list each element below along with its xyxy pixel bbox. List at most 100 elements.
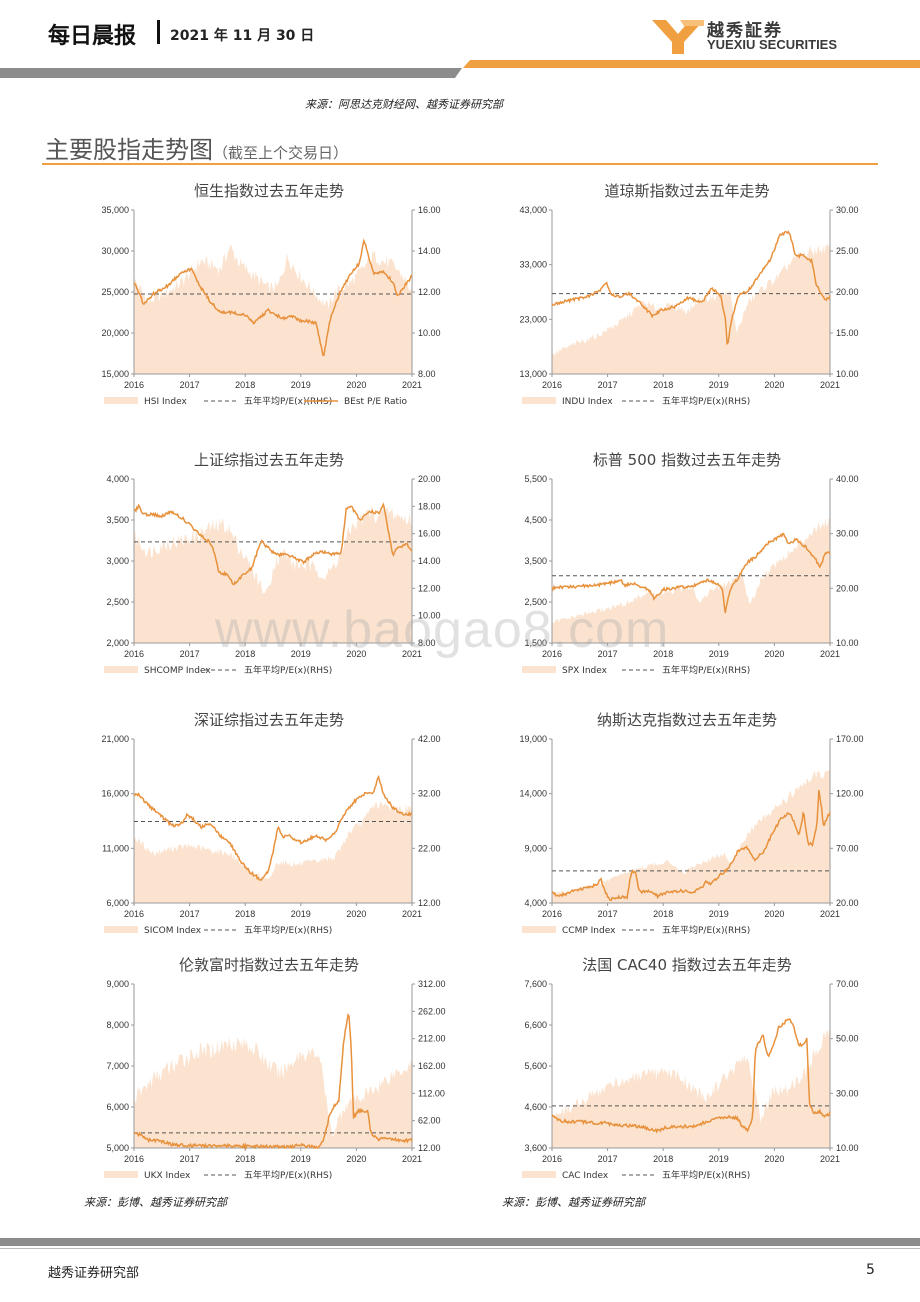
chart-indu: 道琼斯指数过去五年走势 43,000 33,000 23,000 13,000 30.0… xyxy=(502,180,872,430)
x-tick-label: 2018 xyxy=(235,909,255,919)
chart-title: 恒生指数过去五年走势 xyxy=(193,182,344,200)
x-tick-label: 2020 xyxy=(764,649,784,659)
chart-title: 法国 CAC40 指数过去五年走势 xyxy=(582,956,792,974)
left-tick-label: 6,000 xyxy=(106,1102,129,1112)
left-tick-label: 7,600 xyxy=(524,979,547,989)
chart-svg-sicom: 21,000 16,000 11,000 6,000 42.00 32.00 22.00 12… xyxy=(101,734,441,936)
right-tick-label: 14.00 xyxy=(418,556,441,566)
section-subtitle: （截至上个交易日） xyxy=(213,144,349,162)
left-tick-label: 3,000 xyxy=(106,556,129,566)
chart-source-right: 来源：彭博、越秀证券研究部 xyxy=(502,1196,645,1209)
legend-label: 五年平均P/E(x)(RHS) xyxy=(244,924,332,936)
right-tick-label: 20.00 xyxy=(836,583,859,593)
left-tick-label: 4,600 xyxy=(524,1102,547,1112)
index-area xyxy=(552,769,830,903)
x-tick-label: 2016 xyxy=(542,649,562,659)
right-tick-label: 262.00 xyxy=(418,1006,446,1016)
x-tick-label: 2021 xyxy=(820,1154,840,1164)
right-tick-label: 120.00 xyxy=(836,789,864,799)
right-tick-label: 12.00 xyxy=(418,583,441,593)
legend-label: 五年平均P/E(x)(RHS) xyxy=(244,395,332,407)
pe-line xyxy=(551,789,831,902)
x-tick-label: 2019 xyxy=(709,1154,729,1164)
chart-hsi: 恒生指数过去五年走势 35,000 30,000 25,000 20,000 15,00… xyxy=(84,180,454,430)
left-tick-label: 33,000 xyxy=(519,260,547,270)
right-tick-label: 16.00 xyxy=(418,529,441,539)
right-tick-label: 312.00 xyxy=(418,979,446,989)
left-tick-label: 2,500 xyxy=(524,597,547,607)
x-tick-label: 2017 xyxy=(598,649,618,659)
chart-svg-hsi: 35,000 30,000 25,000 20,000 15,000 16.00 14.00… xyxy=(101,205,441,407)
index-area xyxy=(134,506,412,643)
x-tick-label: 2021 xyxy=(402,909,422,919)
right-tick-label: 20.00 xyxy=(836,287,859,297)
right-tick-label: 20.00 xyxy=(418,474,441,484)
legend-swatch-area xyxy=(522,1171,556,1178)
index-area xyxy=(134,1036,412,1148)
left-tick-label: 3,600 xyxy=(524,1143,547,1153)
x-tick-label: 2020 xyxy=(346,1154,366,1164)
chart-svg-shcomp: 4,000 3,500 3,000 2,500 2,000 20.00 18.00 16.00… xyxy=(104,474,441,676)
legend-swatch-area xyxy=(104,666,138,673)
x-tick-label: 2021 xyxy=(402,649,422,659)
chart-ukx: 伦敦富时指数过去五年走势 9,000 8,000 7,000 6,000 5,000 31… xyxy=(84,954,454,1204)
pe-line xyxy=(133,1013,413,1150)
left-tick-label: 19,000 xyxy=(519,734,547,744)
legend-swatch-area xyxy=(522,926,556,933)
title-separator xyxy=(157,20,160,44)
legend-label: CAC Index xyxy=(562,1171,609,1181)
x-tick-label: 2017 xyxy=(180,909,200,919)
x-tick-label: 2020 xyxy=(346,649,366,659)
x-tick-label: 2020 xyxy=(346,909,366,919)
x-tick-label: 2017 xyxy=(598,380,618,390)
legend-label: CCMP Index xyxy=(562,926,616,936)
left-tick-label: 5,000 xyxy=(106,1143,129,1153)
left-tick-label: 3,500 xyxy=(524,556,547,566)
right-tick-label: 18.00 xyxy=(418,501,441,511)
logo-en-text: YUEXIU SECURITIES xyxy=(707,37,838,52)
pe-line xyxy=(551,230,831,346)
x-tick-label: 2016 xyxy=(124,1154,144,1164)
right-tick-label: 212.00 xyxy=(418,1034,446,1044)
top-source-note: 来源：阿思达克财经网、越秀证券研究部 xyxy=(305,98,503,111)
x-tick-label: 2019 xyxy=(291,1154,311,1164)
legend-swatch-area xyxy=(104,926,138,933)
right-tick-label: 12.00 xyxy=(418,898,441,908)
footer-band xyxy=(0,1238,920,1246)
x-tick-label: 2019 xyxy=(291,380,311,390)
right-tick-label: 8.00 xyxy=(418,638,436,648)
watermark: www.baogao8.com xyxy=(215,601,670,659)
left-tick-label: 14,000 xyxy=(519,789,547,799)
pe-line xyxy=(133,502,413,586)
right-tick-label: 70.00 xyxy=(836,979,859,989)
left-tick-label: 8,000 xyxy=(106,1020,129,1030)
section-title: 主要股指走势图（截至上个交易日） xyxy=(45,130,348,165)
section-divider xyxy=(42,163,878,165)
legend-swatch-area xyxy=(104,1171,138,1178)
left-tick-label: 30,000 xyxy=(101,246,129,256)
x-tick-label: 2020 xyxy=(764,380,784,390)
right-tick-label: 30.00 xyxy=(836,205,859,215)
index-area xyxy=(134,244,412,374)
x-tick-label: 2018 xyxy=(653,649,673,659)
legend-label: BEst P/E Ratio xyxy=(344,397,408,407)
legend-label: 五年平均P/E(x)(RHS) xyxy=(662,395,750,407)
left-tick-label: 6,000 xyxy=(106,898,129,908)
left-tick-label: 20,000 xyxy=(101,328,129,338)
right-tick-label: 30.00 xyxy=(836,1088,859,1098)
x-tick-label: 2017 xyxy=(180,649,200,659)
right-tick-label: 10.00 xyxy=(418,611,441,621)
right-tick-label: 162.00 xyxy=(418,1061,446,1071)
right-tick-label: 10.00 xyxy=(418,328,441,338)
x-tick-label: 2021 xyxy=(402,1154,422,1164)
x-tick-label: 2020 xyxy=(764,909,784,919)
right-tick-label: 112.00 xyxy=(418,1088,445,1098)
left-tick-label: 21,000 xyxy=(101,734,129,744)
x-tick-label: 2018 xyxy=(235,380,255,390)
x-tick-label: 2017 xyxy=(598,1154,618,1164)
x-tick-label: 2020 xyxy=(764,1154,784,1164)
x-tick-label: 2018 xyxy=(653,1154,673,1164)
pe-line xyxy=(551,1018,831,1134)
right-tick-label: 10.00 xyxy=(836,1143,859,1153)
x-tick-label: 2021 xyxy=(820,380,840,390)
